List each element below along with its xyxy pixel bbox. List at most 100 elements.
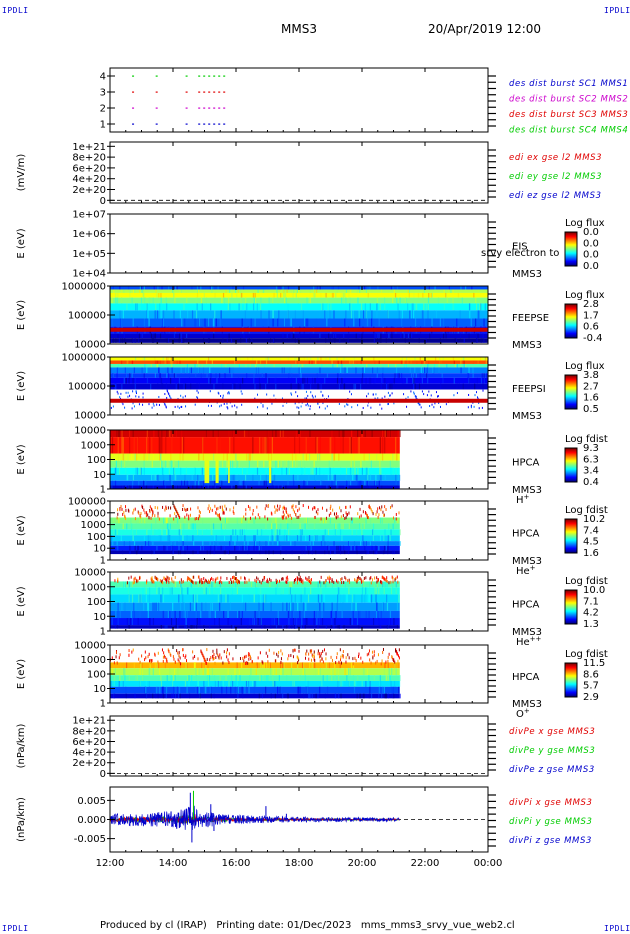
spectrogram-speckle [177, 658, 179, 662]
spectrogram-texture [359, 286, 361, 290]
spectrogram-texture [350, 437, 352, 454]
spectrogram-texture [360, 693, 362, 699]
spectrogram-texture [177, 625, 179, 629]
spectrogram-texture [468, 367, 470, 374]
spectrogram-texture [373, 550, 375, 555]
spectrogram-speckle [138, 657, 140, 661]
colorbar-segment [565, 403, 577, 405]
colorbar-segment [565, 683, 577, 685]
spectrogram-texture [235, 662, 237, 669]
spectrogram-texture [365, 318, 367, 327]
spectrogram-texture [225, 363, 227, 368]
spectrogram-texture [352, 360, 354, 364]
spectrogram-texture [293, 289, 295, 293]
spectrogram-texture [207, 662, 209, 669]
spectrogram-speckle [287, 513, 289, 517]
spectrogram-speckle [347, 403, 349, 406]
spectrogram-texture [298, 333, 301, 339]
spectrogram-texture [277, 535, 280, 542]
spectrogram-speckle [204, 580, 206, 584]
spectrogram-texture [320, 480, 322, 486]
spectrogram-texture [184, 680, 187, 687]
spectrogram-texture [292, 292, 294, 298]
spectrogram-speckle [367, 516, 369, 520]
spectrogram-texture [151, 437, 153, 454]
spectrogram-texture [221, 480, 223, 486]
spectrogram-texture [257, 289, 259, 293]
spectrogram-speckle [283, 513, 285, 517]
spectrogram-texture [277, 610, 279, 619]
spectrogram-speckle [309, 408, 311, 411]
spectrogram-speckle [340, 509, 342, 513]
spectrogram-texture [330, 668, 332, 676]
spectrogram-speckle [187, 576, 189, 580]
spectrogram-texture [121, 485, 123, 489]
spectrogram-texture [310, 587, 312, 595]
spectrogram-speckle [367, 404, 369, 407]
spectrogram-texture [317, 581, 319, 588]
spectrogram-texture [296, 289, 298, 293]
spectrogram-texture [228, 680, 230, 687]
spectrogram-speckle [276, 579, 278, 583]
spectrogram-texture [309, 430, 311, 438]
spectrogram-speckle [318, 655, 320, 659]
spectrogram-texture [163, 474, 165, 481]
spectrogram-speckle [273, 651, 275, 655]
spectrogram-texture [389, 460, 391, 468]
spectrogram-texture [472, 360, 474, 364]
spectrogram-texture [439, 318, 441, 327]
spectrogram-speckle [345, 656, 347, 660]
spectrogram-texture [211, 668, 213, 676]
spectrogram-texture [428, 292, 430, 298]
spectrogram-texture [313, 610, 315, 619]
spectrogram-texture [209, 338, 211, 343]
spectrogram-texture [252, 357, 254, 361]
spectrogram-speckle [237, 581, 239, 585]
spectrogram-texture [305, 453, 308, 461]
spectrogram-speckle [299, 577, 301, 581]
spectrogram-texture [307, 680, 309, 687]
spectrogram-texture [117, 437, 119, 454]
spectrogram-texture [183, 480, 186, 486]
spectrogram-texture [380, 338, 382, 343]
spectrogram-texture [151, 474, 153, 481]
spectrogram-texture [184, 474, 186, 481]
spectrogram-band [110, 485, 400, 489]
spectrogram-texture [322, 517, 324, 524]
spectrogram-texture [358, 357, 360, 361]
spectrogram-speckle [246, 580, 248, 584]
spectrogram-texture [179, 550, 182, 555]
spectrogram-texture [309, 383, 312, 390]
spectrogram-texture [405, 357, 408, 361]
spectrogram-texture [335, 480, 337, 486]
spectrogram-speckle [261, 660, 263, 664]
spectrogram-texture [232, 529, 234, 536]
spectrogram-texture [453, 377, 455, 384]
spectrogram-texture [198, 383, 200, 390]
spectrogram-speckle [373, 653, 375, 657]
spectrogram-texture [157, 662, 160, 669]
spectrogram-texture [358, 610, 360, 619]
spectrogram-texture [235, 453, 237, 461]
spectrogram-texture [231, 485, 233, 489]
spectrogram-texture [304, 517, 306, 524]
spectrogram-texture [240, 480, 242, 486]
spectrogram-texture [365, 517, 367, 524]
spectrogram-texture [123, 377, 125, 384]
colorbar-segment [565, 378, 577, 380]
spectrogram-texture [259, 675, 261, 681]
spectrogram-texture [156, 662, 158, 669]
colorbar-segment [565, 233, 577, 235]
spectrogram-texture [394, 517, 396, 524]
spectrogram-texture [309, 541, 312, 546]
y-tick-label: 1 [100, 120, 106, 131]
spectrogram-texture [122, 485, 124, 489]
spectrogram-speckle [310, 578, 312, 582]
spectrogram-texture [324, 377, 326, 384]
spectrogram-speckle [146, 579, 148, 583]
spectrogram-speckle [381, 407, 383, 410]
spectrogram-speckle [192, 581, 194, 585]
spectrogram-band [110, 460, 400, 468]
colorbar-tick-label: 0.0 [583, 250, 599, 261]
spectrogram-texture [326, 675, 328, 681]
